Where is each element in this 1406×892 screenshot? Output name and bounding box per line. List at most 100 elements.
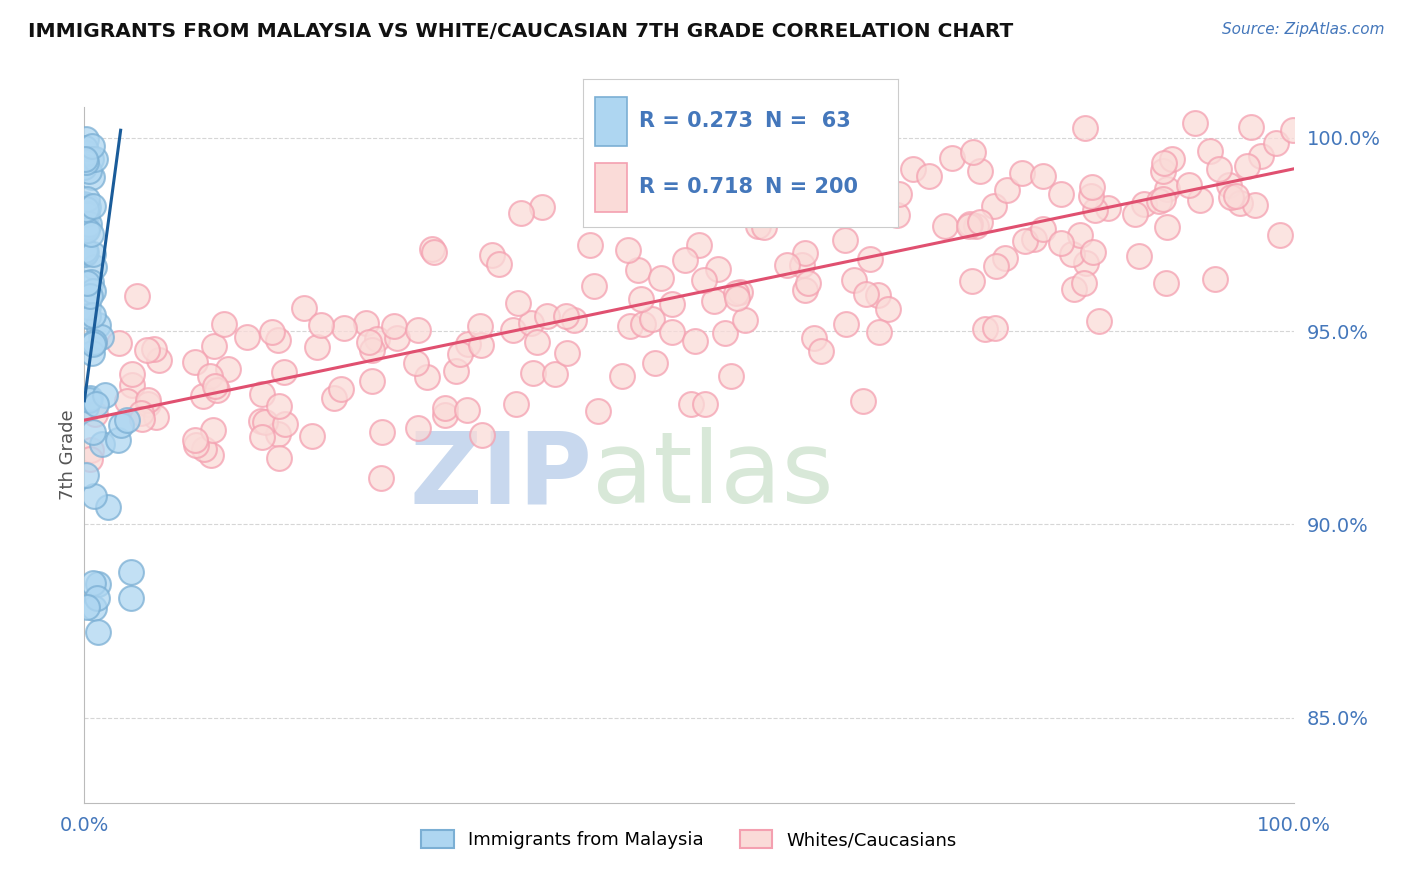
Point <box>75 245 97 260</box>
Point <box>842 273 865 287</box>
Point <box>84 397 107 411</box>
Point <box>214 318 236 332</box>
Point <box>184 355 207 369</box>
Point <box>77 392 100 407</box>
Point <box>506 295 529 310</box>
Point <box>191 389 214 403</box>
Point <box>87 625 110 640</box>
Point <box>468 318 491 333</box>
Point <box>886 208 908 222</box>
Point <box>1156 182 1178 196</box>
Point <box>217 362 239 376</box>
Point <box>526 334 548 349</box>
Point <box>661 325 683 339</box>
Point <box>79 217 101 231</box>
Point <box>1199 144 1222 158</box>
Point <box>76 192 98 206</box>
Point <box>79 451 101 466</box>
Point <box>449 347 471 361</box>
Point <box>76 145 98 160</box>
Point <box>1153 156 1175 170</box>
Point <box>307 340 329 354</box>
Point <box>1161 153 1184 167</box>
Point <box>433 408 456 422</box>
Point <box>142 342 165 356</box>
Point <box>481 248 503 262</box>
Point <box>557 346 579 360</box>
Point <box>79 163 101 178</box>
Point <box>273 365 295 379</box>
Point <box>994 251 1017 265</box>
Point <box>1229 195 1251 210</box>
Point <box>457 336 479 351</box>
Point <box>405 356 427 370</box>
Point <box>644 356 666 370</box>
Point <box>382 318 405 333</box>
Point <box>1236 159 1258 173</box>
Point <box>1014 235 1036 249</box>
Y-axis label: 7th Grade: 7th Grade <box>59 409 77 500</box>
Point <box>1080 188 1102 202</box>
Point <box>423 245 446 260</box>
Point <box>703 294 725 309</box>
Point <box>661 297 683 311</box>
Point <box>82 346 104 360</box>
Point <box>90 330 112 344</box>
Point <box>75 222 97 236</box>
Point <box>292 301 315 315</box>
Point <box>385 331 408 345</box>
Point <box>76 276 98 290</box>
Point <box>810 343 832 358</box>
Text: R = 0.718: R = 0.718 <box>640 177 754 197</box>
Point <box>901 161 924 176</box>
Point <box>359 335 381 350</box>
Point <box>1022 232 1045 246</box>
Point <box>329 382 352 396</box>
Point <box>84 407 107 421</box>
Point <box>80 443 103 458</box>
Point <box>1225 189 1247 203</box>
Point <box>681 397 703 411</box>
Point <box>1050 236 1073 251</box>
Point <box>1268 228 1291 243</box>
Point <box>544 367 567 381</box>
Point <box>262 325 284 339</box>
Point <box>868 325 890 339</box>
Point <box>995 183 1018 197</box>
Point <box>707 261 730 276</box>
Point <box>115 394 138 409</box>
Point <box>1123 207 1146 221</box>
Point <box>747 219 769 234</box>
Point <box>520 317 543 331</box>
Point <box>80 275 103 289</box>
Point <box>1149 194 1171 208</box>
Text: atlas: atlas <box>592 427 834 524</box>
Point <box>86 591 108 605</box>
Point <box>714 326 737 341</box>
Point <box>969 164 991 178</box>
Point <box>107 434 129 448</box>
Text: ZIP: ZIP <box>409 427 592 524</box>
Point <box>79 289 101 303</box>
Point <box>984 259 1007 273</box>
Point <box>80 153 103 167</box>
Point <box>75 401 97 415</box>
Point <box>877 302 900 317</box>
Point <box>148 353 170 368</box>
Point <box>75 155 97 169</box>
Point <box>79 391 101 405</box>
Point <box>793 283 815 297</box>
Point <box>675 252 697 267</box>
Point <box>97 500 120 514</box>
Point <box>1069 227 1091 242</box>
Point <box>505 396 527 410</box>
Point <box>564 312 586 326</box>
Point <box>80 227 103 241</box>
Point <box>186 438 208 452</box>
Point <box>1080 180 1102 194</box>
Point <box>720 368 742 383</box>
Point <box>136 393 159 408</box>
Point <box>1062 247 1084 261</box>
Point <box>641 311 664 326</box>
Point <box>633 317 655 331</box>
